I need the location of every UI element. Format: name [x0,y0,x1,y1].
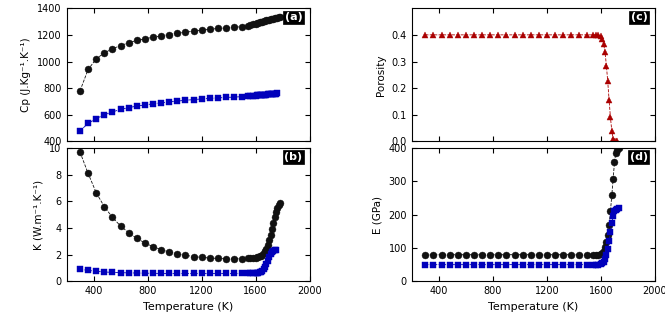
Text: (c): (c) [631,12,648,22]
Text: (d): (d) [630,152,648,162]
Text: (a): (a) [285,12,303,22]
Y-axis label: Porosity: Porosity [376,54,386,96]
Y-axis label: Cp (J.Kg⁻¹.K⁻¹): Cp (J.Kg⁻¹.K⁻¹) [21,38,31,112]
Y-axis label: E (GPa): E (GPa) [373,196,383,234]
Y-axis label: K (W.m⁻¹.K⁻¹): K (W.m⁻¹.K⁻¹) [34,180,44,250]
X-axis label: Temperature (K): Temperature (K) [488,302,579,312]
Text: (b): (b) [284,152,303,162]
X-axis label: Temperature (K): Temperature (K) [143,302,233,312]
